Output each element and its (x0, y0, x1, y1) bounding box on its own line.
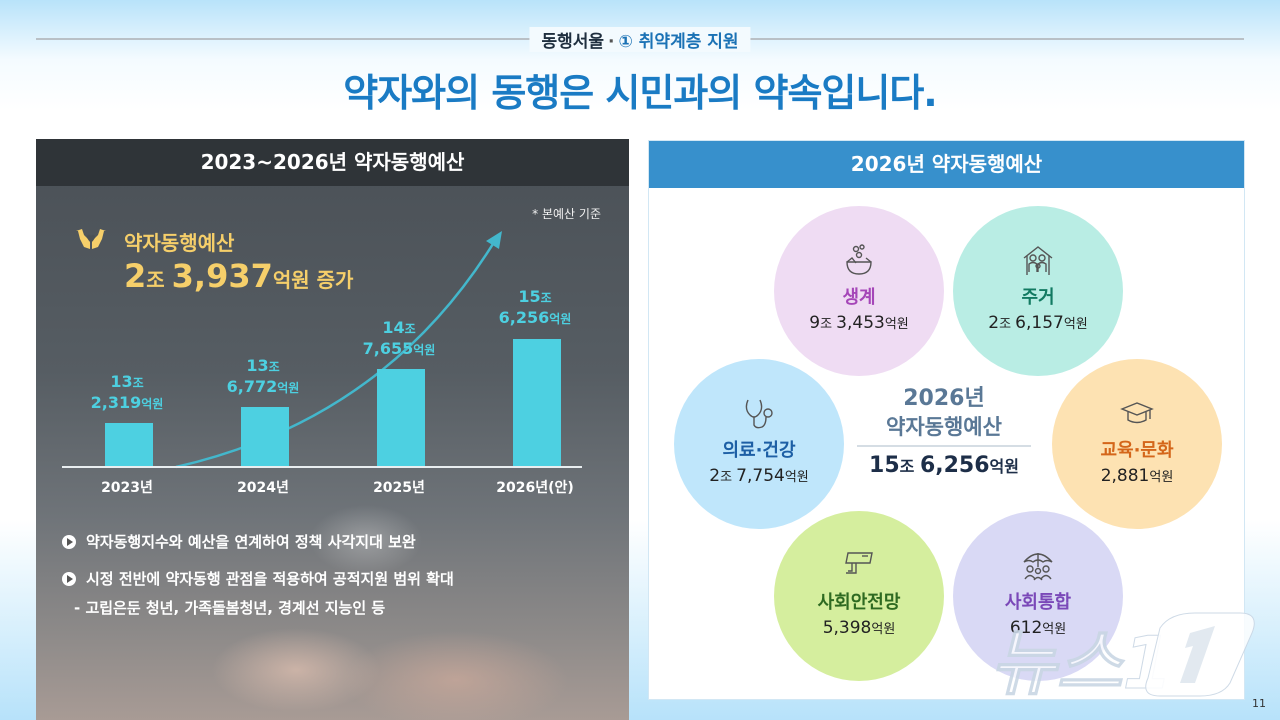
budget-note: * 본예산 기준 (532, 207, 601, 221)
category-housing: 주거 2조 6,157억원 (953, 206, 1123, 376)
house-family-icon (1023, 246, 1053, 275)
section-sub: ① 취약계층 지원 (618, 32, 739, 52)
hands-heart-icon (76, 229, 106, 249)
category-social-integration: 사회통합 612억원 (953, 511, 1123, 681)
section-separator: · (608, 32, 615, 52)
play-circle-icon (62, 571, 76, 586)
bar (241, 407, 289, 466)
category-safety-net: 사회안전망 5,398억원 (774, 511, 944, 681)
news1-watermark-logo: 뉴스1 (990, 612, 1255, 698)
bullet-item: 시정 전반에 약자동행 관점을 적용하여 공적지원 범위 확대 (62, 568, 454, 589)
right-panel-title: 2026년 약자동행예산 (649, 141, 1244, 188)
section-main: 동행서울 (541, 32, 605, 52)
category-livelihood: 생계 9조 3,453억원 (774, 206, 944, 376)
bar-2024: 13조 6,772억원 (198, 289, 328, 466)
page-title: 약자와의 동행은 시민과의 약속입니다. (343, 71, 938, 115)
budget-trend-panel: 2023~2026년 약자동행예산 * 본예산 기준 약자동행예산 2조 3,9… (36, 139, 629, 720)
bar (105, 423, 153, 466)
play-circle-icon (62, 534, 76, 549)
bar-2025: 14조 7,655억원 (334, 289, 464, 466)
budget-bar-chart: 13조 2,319억원 13조 6,772억원 14조 7,655억원 15조 … (62, 287, 582, 496)
sub-bullet: - 고립은둔 청년, 가족돌봄청년, 경계선 지능인 등 (74, 599, 386, 617)
x-label: 2026년(안) (496, 480, 574, 496)
total-summary: 2026년 약자동행예산 15조 6,256억원 (849, 385, 1039, 478)
bar-2023: 13조 2,319억원 (62, 289, 192, 466)
policy-bullets: 약자동행지수와 예산을 연계하여 정책 사각지대 보완 시정 전반에 약자동행 … (62, 531, 454, 618)
x-label: 2024년 (237, 480, 289, 496)
bar (377, 369, 425, 466)
kpi-label: 약자동행예산 (124, 231, 235, 255)
x-axis-line (62, 466, 582, 468)
budget-breakdown-panel: 2026년 약자동행예산 생계 9조 3,453억원 주거 2조 6,157억원… (648, 140, 1245, 700)
trend-arrow-icon (175, 231, 502, 469)
bar (513, 339, 561, 466)
graduation-cap-icon (1120, 402, 1154, 424)
page-number: 11 (1252, 697, 1266, 710)
category-health: 의료·건강 2조 7,754억원 (674, 359, 844, 529)
category-education: 교육·문화 2,881억원 (1052, 359, 1222, 529)
x-label: 2023년 (101, 480, 153, 496)
wallet-coins-icon (846, 244, 872, 275)
left-panel-title: 2023~2026년 약자동행예산 (36, 139, 629, 186)
x-label: 2025년 (373, 480, 425, 496)
umbrella-people-icon (1023, 553, 1053, 581)
divider (857, 445, 1031, 447)
hands-photo-background (36, 460, 629, 720)
cctv-icon (845, 552, 873, 574)
total-amount: 15조 6,256억원 (869, 453, 1019, 478)
kpi-value: 2조 3,937억원 증가 (124, 257, 354, 295)
bullet-item: 약자동행지수와 예산을 연계하여 정책 사각지대 보완 (62, 531, 454, 552)
svg-text:뉴스1: 뉴스1 (990, 621, 1173, 698)
section-label: 동행서울 · ① 취약계층 지원 (529, 27, 751, 52)
stethoscope-icon (745, 399, 773, 429)
bar-2026: 15조 6,256억원 (470, 287, 600, 466)
